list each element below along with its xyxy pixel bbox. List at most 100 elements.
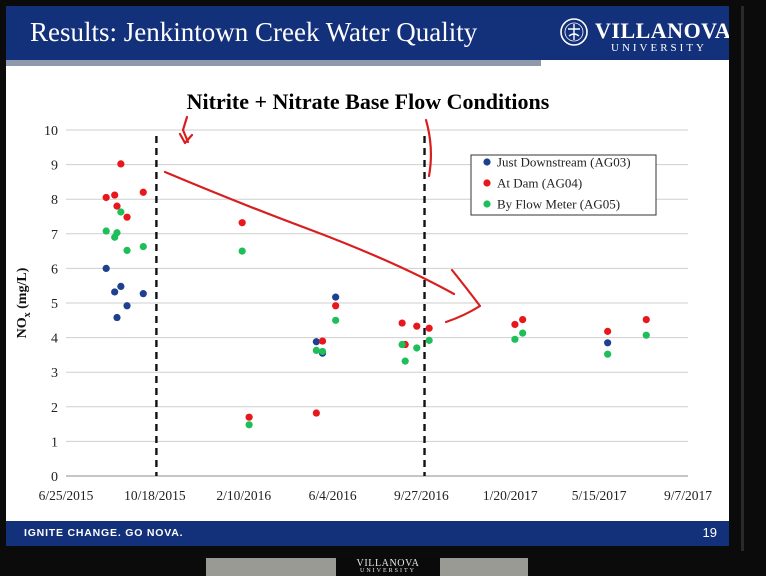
data-point — [312, 338, 320, 346]
legend-marker — [483, 200, 491, 208]
data-point — [113, 313, 121, 322]
legend-label: At Dam (AG04) — [497, 176, 582, 191]
data-point — [401, 357, 409, 365]
y-tick-label: 0 — [51, 470, 58, 485]
annotation-arrow-head — [444, 268, 482, 324]
slide: Results: Jenkintown Creek Water Quality … — [6, 6, 729, 546]
data-point — [511, 335, 519, 343]
y-tick-label: 1 — [51, 435, 58, 450]
x-tick-label: 2/10/2016 — [216, 488, 271, 503]
footer-tagline: IGNITE CHANGE. GO NOVA. — [24, 527, 184, 539]
data-point — [425, 324, 433, 332]
data-points — [102, 160, 650, 429]
data-point — [117, 208, 125, 216]
data-point — [102, 264, 110, 272]
data-point — [117, 282, 125, 290]
logo-name: VILLANOVA — [595, 18, 729, 43]
villanova-logo: VILLANOVA UNIVERSITY — [559, 16, 729, 56]
x-tick-label: 6/25/2015 — [39, 488, 94, 503]
y-tick-label: 9 — [51, 159, 58, 174]
y-tick-label: 2 — [51, 401, 58, 416]
data-point — [238, 247, 246, 255]
data-point — [111, 191, 119, 199]
data-point — [642, 331, 650, 339]
university-seal-icon — [560, 18, 588, 46]
data-point — [604, 339, 612, 347]
slide-header: Results: Jenkintown Creek Water Quality … — [6, 6, 729, 60]
chart-legend: Just Downstream (AG03) At Dam (AG04) By Fl… — [470, 154, 657, 216]
annotation-trend-arrow — [163, 170, 456, 296]
thumbnail-logo-subtitle: UNIVERSITY — [360, 568, 416, 574]
legend-label: Just Downstream (AG03) — [497, 155, 631, 170]
legend-label: By Flow Meter (AG05) — [497, 197, 620, 212]
data-point — [318, 347, 327, 356]
legend-box — [470, 154, 657, 216]
data-point — [123, 302, 131, 310]
data-point — [604, 327, 612, 335]
data-point — [312, 346, 320, 355]
data-point — [642, 316, 650, 324]
slide-title: Results: Jenkintown Creek Water Quality — [30, 17, 478, 47]
chart-title: Nitrite + Nitrate Base Flow Conditions — [187, 89, 550, 114]
y-tick-label: 10 — [44, 124, 58, 139]
data-point — [332, 302, 340, 310]
y-axis-label: NOx (mg/L) — [15, 267, 33, 338]
data-point — [117, 160, 125, 168]
data-point — [139, 290, 147, 298]
data-point — [398, 340, 406, 349]
y-axis-label-unit: (mg/L) — [15, 267, 30, 312]
data-point — [312, 409, 320, 417]
data-point — [139, 243, 147, 251]
x-tick-label: 9/7/2017 — [664, 488, 712, 503]
y-axis-label-subscript: x — [22, 312, 33, 317]
data-point — [604, 350, 612, 358]
data-point — [332, 293, 340, 301]
x-tick-label: 6/4/2016 — [309, 488, 357, 503]
y-tick-label: 7 — [51, 228, 58, 243]
y-tick-label: 6 — [51, 262, 58, 277]
logo-subtitle: UNIVERSITY — [611, 42, 707, 54]
data-point — [413, 322, 421, 330]
data-point — [123, 213, 131, 221]
data-point — [519, 316, 527, 324]
data-point — [238, 219, 246, 227]
data-point — [245, 413, 253, 421]
data-point — [413, 344, 421, 352]
nitrate-scatter-chart: Nitrite + Nitrate Base Flow Conditions 0… — [15, 89, 712, 503]
legend-marker — [483, 179, 491, 187]
thumbnail-logo-name: VILLANOVA — [356, 558, 420, 569]
data-point — [102, 227, 110, 235]
slide-footer: IGNITE CHANGE. GO NOVA. 19 — [6, 521, 729, 546]
data-point — [332, 316, 340, 324]
data-point — [113, 229, 121, 237]
annotation-tick-right — [424, 118, 433, 178]
page-number: 19 — [702, 525, 717, 540]
y-tick-label: 8 — [51, 193, 58, 208]
thumbnail-logo: VILLANOVA UNIVERSITY — [336, 558, 440, 576]
data-point — [425, 336, 433, 344]
y-tick-label: 3 — [51, 366, 58, 381]
period-markers — [155, 136, 426, 476]
y-axis-label-base: NO — [15, 317, 30, 338]
data-point — [511, 320, 519, 329]
annotation-tick-left — [178, 115, 194, 145]
data-point — [139, 188, 147, 196]
data-point — [245, 421, 253, 429]
data-point — [102, 193, 110, 202]
x-tick-label: 5/15/2017 — [572, 488, 627, 503]
data-point — [123, 246, 131, 255]
x-tick-label: 1/20/2017 — [483, 488, 538, 503]
header-divider — [6, 60, 541, 66]
data-point — [318, 337, 327, 345]
legend-marker — [483, 158, 491, 166]
y-tick-label: 4 — [51, 332, 58, 347]
data-point — [113, 202, 121, 210]
x-tick-label: 9/27/2016 — [394, 488, 449, 503]
y-tick-label: 5 — [51, 297, 58, 312]
x-tick-label: 10/18/2015 — [124, 488, 186, 503]
data-point — [398, 319, 406, 327]
data-point — [111, 288, 119, 296]
hand-annotations — [163, 115, 482, 324]
data-point — [519, 329, 527, 337]
chart-axes: 0 1 2 3 4 5 6 7 8 9 10 6/25/2015 10/18/2015 2/10/2016… — [15, 124, 712, 503]
